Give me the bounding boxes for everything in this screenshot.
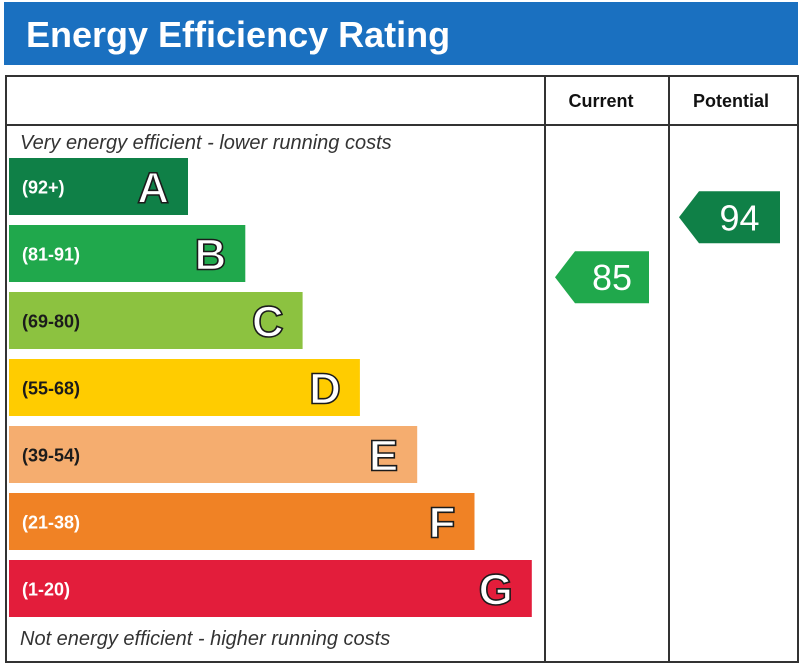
band-letter: C	[252, 298, 284, 347]
current-rating-arrow: 85	[555, 251, 649, 304]
rating-bands: (92+) A (81-91) B (69-80) C (55-68) D (39-54) E (2…	[9, 158, 532, 617]
band-a: (92+) A	[9, 158, 188, 215]
band-bar	[9, 158, 188, 215]
band-bar	[9, 493, 475, 550]
band-letter: B	[195, 231, 227, 280]
rating-arrow-shape	[679, 191, 780, 244]
potential-column-header: Potential	[693, 91, 769, 111]
rating-value: 94	[719, 197, 759, 238]
band-range-label: (21-38)	[22, 513, 80, 533]
band-range-label: (39-54)	[22, 446, 80, 466]
band-b: (81-91) B	[9, 225, 246, 282]
band-d: (55-68) D	[9, 359, 360, 416]
band-c: (69-80) C	[9, 292, 303, 349]
band-letter: G	[479, 566, 513, 615]
band-e: (39-54) E	[9, 426, 418, 483]
bottom-caption: Not energy efficient - higher running co…	[20, 628, 390, 650]
band-g: (1-20) G	[9, 560, 532, 617]
current-column-header: Current	[568, 91, 633, 111]
band-bar	[9, 225, 246, 282]
page-title: Energy Efficiency Rating	[26, 14, 450, 55]
band-bar	[9, 359, 360, 416]
band-f: (21-38) F	[9, 493, 475, 550]
header-bar	[4, 2, 798, 65]
band-range-label: (55-68)	[22, 379, 80, 399]
rating-arrows: 85 94	[555, 191, 780, 304]
band-range-label: (69-80)	[22, 312, 80, 332]
band-bar	[9, 560, 532, 617]
band-range-label: (1-20)	[22, 580, 70, 600]
band-bar	[9, 292, 303, 349]
band-bar	[9, 426, 418, 483]
band-letter: E	[369, 432, 398, 481]
top-caption: Very energy efficient - lower running co…	[20, 132, 392, 154]
band-range-label: (92+)	[22, 178, 65, 198]
rating-value: 85	[592, 257, 632, 298]
band-range-label: (81-91)	[22, 245, 80, 265]
band-letter: F	[429, 499, 456, 548]
band-letter: D	[309, 365, 341, 414]
band-letter: A	[137, 164, 169, 213]
potential-rating-arrow: 94	[679, 191, 780, 244]
rating-arrow-shape	[555, 251, 649, 304]
